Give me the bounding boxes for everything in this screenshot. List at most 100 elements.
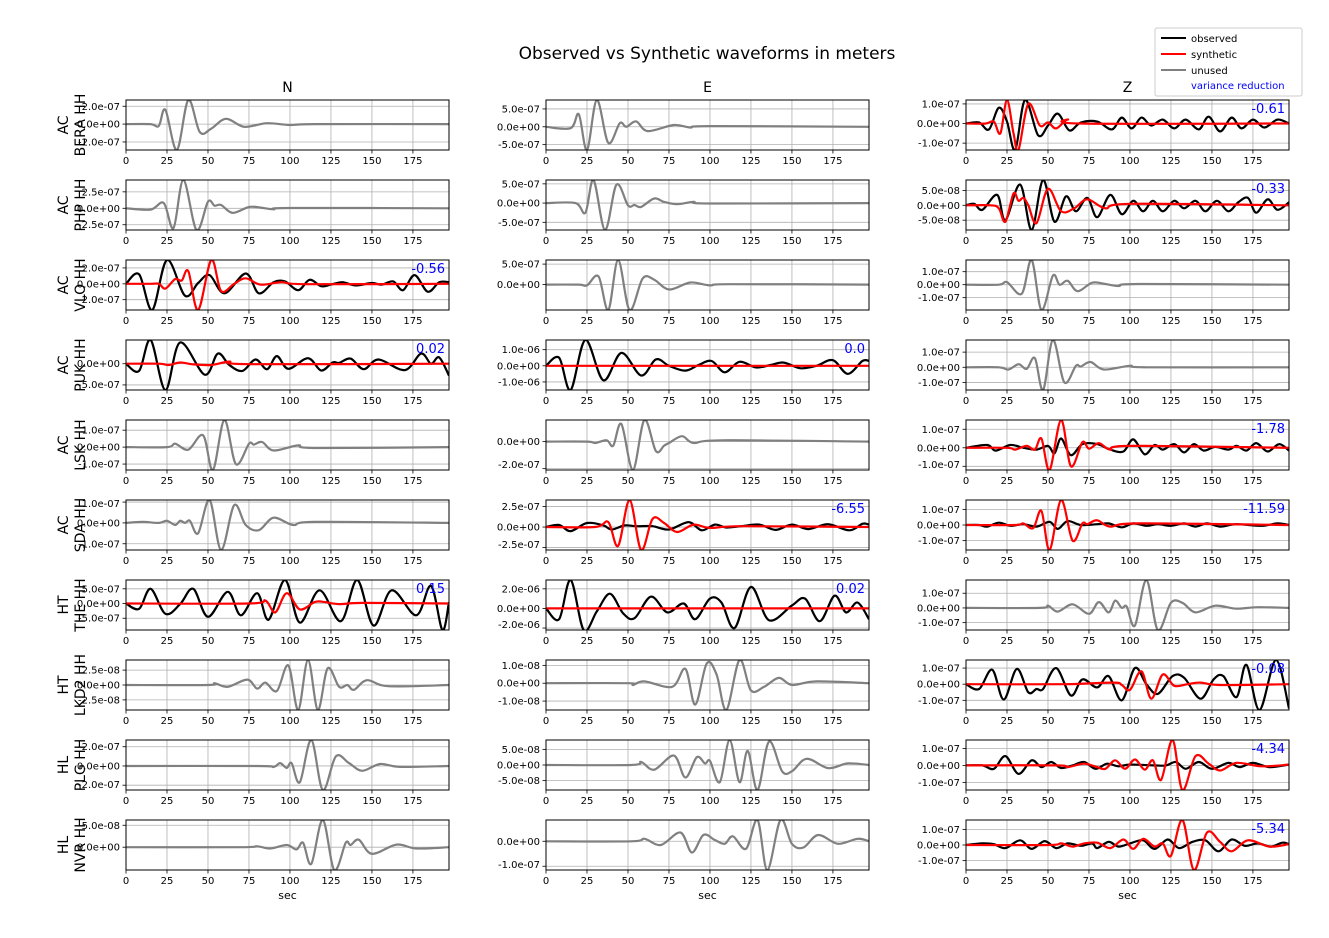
- x-tick-label: 100: [280, 316, 299, 327]
- x-tick-label: 175: [1243, 796, 1262, 807]
- x-tick-label: 0: [543, 556, 549, 567]
- y-tick-label: 0.0e+00: [77, 681, 120, 692]
- x-tick-label: 25: [161, 876, 174, 887]
- synthetic-trace: [966, 670, 1289, 700]
- x-tick-label: 150: [782, 396, 801, 407]
- y-tick-label: 0.0e+00: [497, 761, 540, 772]
- x-tick-label: 175: [1243, 476, 1262, 487]
- x-tick-label: 150: [782, 796, 801, 807]
- x-tick-label: 125: [741, 156, 760, 167]
- variance-reduction-label: 0.15: [416, 582, 445, 597]
- x-tick-label: 125: [741, 876, 760, 887]
- x-tick-label: 75: [1083, 796, 1096, 807]
- column-title-e: E: [703, 80, 712, 96]
- x-tick-label: 175: [1243, 236, 1262, 247]
- x-tick-label: 175: [1243, 636, 1262, 647]
- row-network-label: HT: [56, 675, 72, 695]
- synthetic-trace: [966, 420, 1289, 470]
- axes-frame: [125, 419, 450, 471]
- x-tick-label: 75: [243, 396, 256, 407]
- x-tick-label: 0: [543, 476, 549, 487]
- axes-frame: [545, 659, 870, 711]
- variance-reduction-label: 0.0: [844, 342, 865, 357]
- x-tick-label: 175: [403, 636, 422, 647]
- y-tick-label: 1.0e-07: [922, 744, 960, 755]
- x-tick-label: 25: [581, 796, 594, 807]
- observed-trace: [126, 340, 449, 390]
- y-tick-label: -5.0e-08: [918, 216, 960, 227]
- x-tick-label: 25: [1001, 236, 1014, 247]
- synthetic-trace: [966, 187, 1289, 225]
- x-tick-label: 175: [823, 556, 842, 567]
- x-tick-label: 75: [663, 716, 676, 727]
- y-tick-label: -2.0e-07: [78, 780, 120, 791]
- figure-title: Observed vs Synthetic waveforms in meter…: [519, 44, 896, 64]
- y-tick-label: 2.0e-07: [82, 263, 120, 274]
- x-tick-label: 150: [1202, 556, 1221, 567]
- axes-frame: [125, 819, 450, 871]
- x-tick-label: 75: [1083, 716, 1096, 727]
- x-tick-label: 100: [280, 796, 299, 807]
- unused-trace: [126, 820, 449, 870]
- y-tick-label: -1.0e-07: [918, 293, 960, 304]
- x-tick-label: 75: [243, 796, 256, 807]
- x-tick-label: 150: [782, 476, 801, 487]
- x-tick-label: 25: [1001, 556, 1014, 567]
- x-tick-label: 125: [1161, 716, 1180, 727]
- y-tick-label: 2.0e-07: [82, 102, 120, 113]
- x-tick-label: 100: [280, 556, 299, 567]
- y-tick-label: 1.0e-07: [922, 505, 960, 516]
- x-tick-label: 100: [280, 156, 299, 167]
- x-tick-label: 0: [543, 716, 549, 727]
- x-tick-label: 100: [1120, 556, 1139, 567]
- y-tick-label: 5.0e-08: [82, 821, 120, 832]
- unused-trace: [966, 260, 1289, 310]
- x-tick-label: 150: [782, 156, 801, 167]
- x-tick-label: 125: [321, 476, 340, 487]
- y-tick-label: 0.0e+00: [917, 761, 960, 772]
- x-tick-label: 175: [1243, 316, 1262, 327]
- row-label-plg: HL PLG HH: [56, 739, 89, 792]
- row-station-label: BERA HH: [73, 94, 89, 157]
- y-tick-label: 5.0e-08: [502, 745, 540, 756]
- x-tick-label: 175: [403, 236, 422, 247]
- x-axis-label: sec: [698, 889, 717, 902]
- x-tick-label: 75: [663, 236, 676, 247]
- row-label-bera: AC BERA HH: [56, 94, 89, 157]
- y-tick-label: -2.5e-07: [78, 220, 120, 231]
- x-tick-label: 175: [403, 476, 422, 487]
- row-station-label: SDA HH: [73, 498, 89, 553]
- x-tick-label: 175: [403, 796, 422, 807]
- axes-frame: [965, 339, 1290, 391]
- x-tick-label: 150: [362, 476, 381, 487]
- x-tick-label: 0: [123, 236, 129, 247]
- x-tick-label: 0: [123, 316, 129, 327]
- unused-trace: [126, 500, 449, 550]
- y-tick-label: -1.0e-07: [918, 856, 960, 867]
- axes-frame: [545, 339, 870, 391]
- unused-trace: [966, 580, 1289, 630]
- subplot-nvr-e: 0 25 50 75 100 125 150 175 0.0e+00 -1.0e-07 sec: [497, 819, 870, 902]
- y-tick-label: 1.0e-06: [502, 345, 540, 356]
- x-tick-label: 100: [700, 876, 719, 887]
- synthetic-trace: [126, 360, 449, 367]
- observed-trace: [546, 340, 869, 390]
- subplot-the-z: 0 25 50 75 100 125 150 175 1.0e-07 0.0e+00 -1.0e-0…: [917, 579, 1290, 647]
- x-tick-label: 0: [963, 636, 969, 647]
- y-tick-label: 1.0e-07: [922, 664, 960, 675]
- subplot-lsk-z: 0 25 50 75 100 125 150 175 1.0e-07 0.0e+00 -1.0e-0…: [917, 419, 1290, 487]
- y-tick-label: -2.5e-08: [78, 695, 120, 706]
- x-tick-label: 25: [581, 636, 594, 647]
- x-tick-label: 100: [1120, 476, 1139, 487]
- y-tick-label: 1.0e-07: [922, 267, 960, 278]
- y-tick-label: 2.0e-07: [82, 742, 120, 753]
- x-tick-label: 125: [741, 556, 760, 567]
- x-tick-label: 125: [321, 716, 340, 727]
- y-tick-label: 0.0e+00: [77, 762, 120, 773]
- x-tick-label: 175: [1243, 556, 1262, 567]
- variance-reduction-label: -6.55: [831, 502, 865, 517]
- x-tick-label: 25: [161, 556, 174, 567]
- x-tick-label: 75: [1083, 156, 1096, 167]
- x-tick-label: 50: [202, 476, 215, 487]
